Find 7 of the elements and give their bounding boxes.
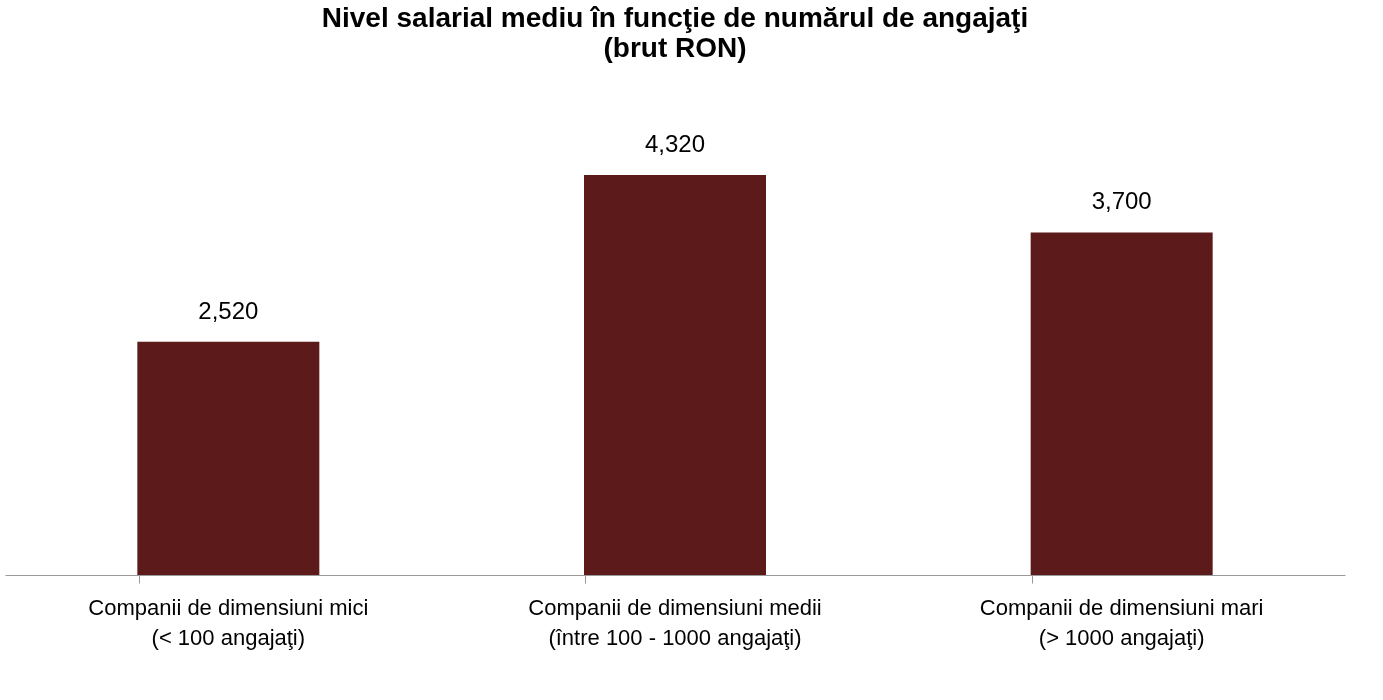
x-tick-label: Companii de dimensiuni medii (între 100 - 1000 angajaţi) [528,594,822,650]
data-label: 4,320 [644,130,706,157]
x-tick-label: Companii de dimensiuni mari (> 1000 angajaţi) [979,594,1264,650]
x-tick-label: Companii de dimensiuni mici (< 100 angajaţi) [88,594,369,650]
data-label: 3,700 [1091,187,1152,215]
chart-title: Nivel salarial mediu în funcţie de numărul de angajaţi (brut RON) [321,2,1029,63]
data-label: 2,520 [198,296,259,324]
